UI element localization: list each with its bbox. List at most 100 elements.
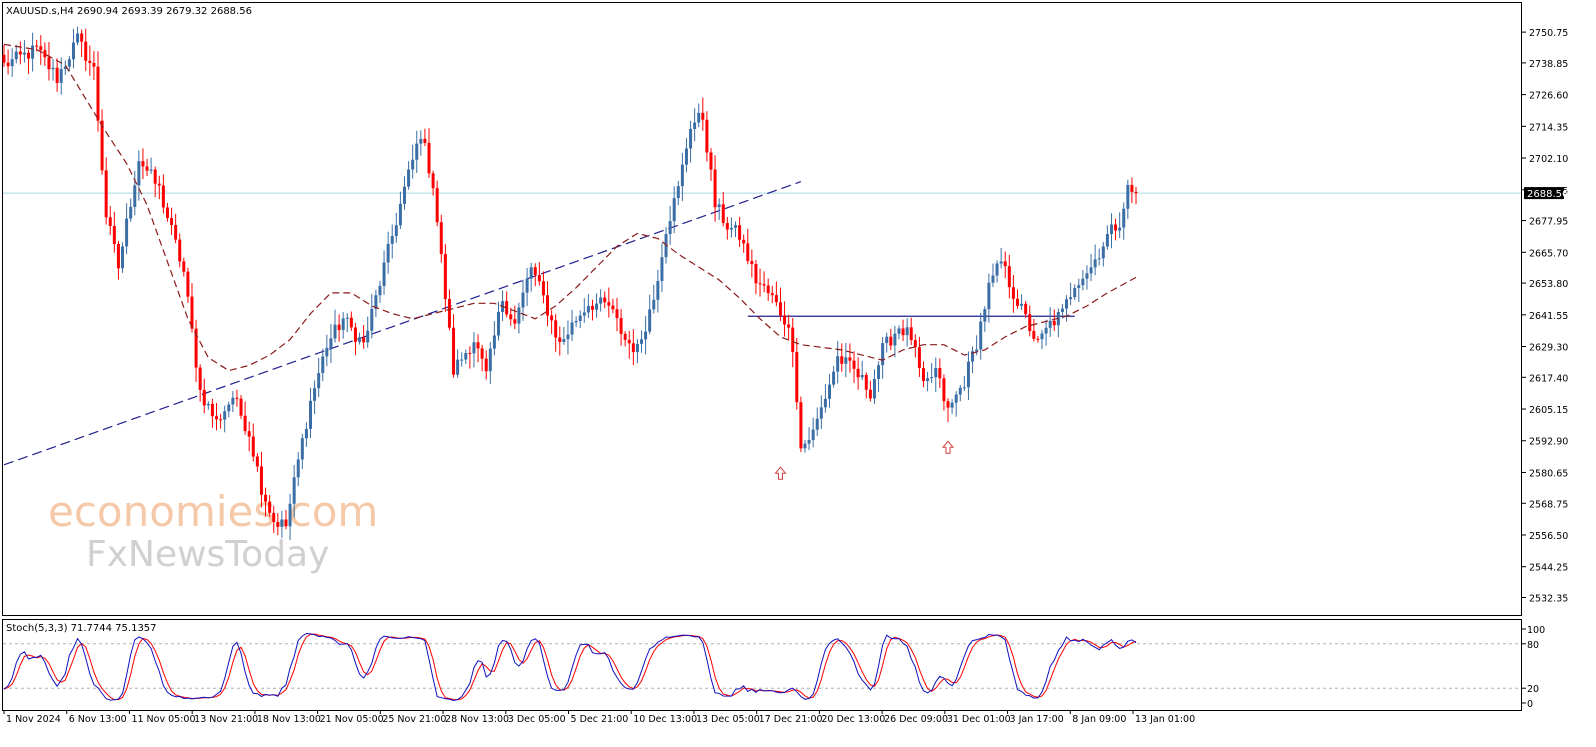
candle-body xyxy=(635,343,639,353)
candle-body xyxy=(811,429,815,440)
candle-body xyxy=(1003,261,1007,267)
candle-body xyxy=(39,46,43,51)
candle-body xyxy=(329,338,333,348)
candle-body xyxy=(648,309,652,332)
candle-body xyxy=(799,402,803,449)
candle-body xyxy=(676,186,680,199)
candle-body xyxy=(1085,273,1089,279)
candle-body xyxy=(836,356,840,372)
time-tick-label: 21 Nov 05:00 xyxy=(320,714,384,725)
candle-body xyxy=(1077,285,1081,288)
current-price-label: 2688.56 xyxy=(1527,189,1568,200)
time-tick-label: 6 Nov 13:00 xyxy=(69,714,127,725)
price-tick-label: 2544.25 xyxy=(1529,563,1568,574)
current-price-tag xyxy=(1524,187,1564,200)
candle-body xyxy=(1024,303,1028,315)
candle-body xyxy=(14,51,18,60)
candle-body xyxy=(10,59,14,67)
candle-body xyxy=(893,333,897,346)
candle-body xyxy=(942,378,946,402)
candle-body xyxy=(856,368,860,378)
candle-body xyxy=(1122,208,1126,228)
candle-body xyxy=(300,438,304,460)
candle-body xyxy=(611,305,615,310)
candle-body xyxy=(778,302,782,316)
candle-body xyxy=(284,519,288,527)
candle-body xyxy=(272,512,276,523)
candle-body xyxy=(292,477,296,504)
candle-body xyxy=(71,42,75,60)
symbol-header: XAUUSD.s,H4 2690.94 2693.39 2679.32 2688… xyxy=(6,6,252,17)
candle-body xyxy=(145,166,149,171)
candle-body xyxy=(1020,303,1024,306)
candle-body xyxy=(325,347,329,357)
candle-body xyxy=(713,169,717,208)
candle-body xyxy=(100,120,104,171)
candle-body xyxy=(819,407,823,419)
candle-body xyxy=(496,311,500,336)
candle-body xyxy=(509,314,513,320)
candle-body xyxy=(112,226,116,245)
candle-body xyxy=(121,246,125,269)
candle-body xyxy=(872,378,876,399)
candle-body xyxy=(901,328,905,336)
stochastic-layer: 100 80 20 0 xyxy=(3,625,1545,710)
time-tick-label: 3 Jan 17:00 xyxy=(1010,714,1064,725)
candle-body xyxy=(746,243,750,262)
candle-body xyxy=(590,305,594,310)
candle-body xyxy=(1089,267,1093,274)
candle-body xyxy=(566,334,570,340)
candle-body xyxy=(268,501,272,513)
candle-body xyxy=(382,262,386,286)
candle-body xyxy=(909,327,913,341)
candle-body xyxy=(705,119,709,153)
candle-body xyxy=(672,198,676,222)
candle-body xyxy=(954,394,958,403)
candle-body xyxy=(803,443,807,449)
candle-body xyxy=(206,403,210,406)
moving-average-line xyxy=(3,43,1137,372)
candle-body xyxy=(1134,191,1138,194)
candle-body xyxy=(1073,287,1077,298)
candle-body xyxy=(971,351,975,362)
candle-body xyxy=(296,459,300,478)
candle-body xyxy=(750,261,754,265)
candle-body xyxy=(623,333,627,340)
candle-body xyxy=(999,261,1003,264)
candle-body xyxy=(96,66,100,121)
candle-body xyxy=(815,418,819,430)
candle-body xyxy=(877,365,881,379)
stoch-main-line xyxy=(3,632,1137,702)
candle-body xyxy=(116,244,120,269)
candle-body xyxy=(603,297,607,303)
candle-body xyxy=(525,278,529,293)
candle-body xyxy=(987,282,991,310)
candle-body xyxy=(844,357,848,364)
candle-body xyxy=(607,302,611,306)
candle-body xyxy=(484,358,488,372)
candle-body xyxy=(22,52,26,55)
candle-body xyxy=(783,315,787,325)
price-tick-label: 2726.60 xyxy=(1529,91,1568,102)
candle-body xyxy=(133,185,137,207)
candle-body xyxy=(407,169,411,187)
price-tick-label: 2738.85 xyxy=(1529,59,1568,70)
candle-body xyxy=(966,361,970,388)
time-tick-label: 17 Dec 21:00 xyxy=(759,714,823,725)
candle-body xyxy=(962,387,966,389)
time-tick-label: 13 Dec 05:00 xyxy=(696,714,760,725)
candle-body xyxy=(1044,327,1048,334)
candle-body xyxy=(950,402,954,408)
candle-body xyxy=(725,222,729,230)
candle-body xyxy=(823,398,827,408)
candle-body xyxy=(264,494,268,502)
candle-body xyxy=(31,45,35,59)
candle-body xyxy=(447,298,451,328)
candle-body xyxy=(656,281,660,300)
candle-body xyxy=(946,401,950,408)
candle-body xyxy=(1105,234,1109,247)
candle-body xyxy=(832,371,836,385)
candle-body xyxy=(435,188,439,223)
candle-body xyxy=(443,254,447,299)
